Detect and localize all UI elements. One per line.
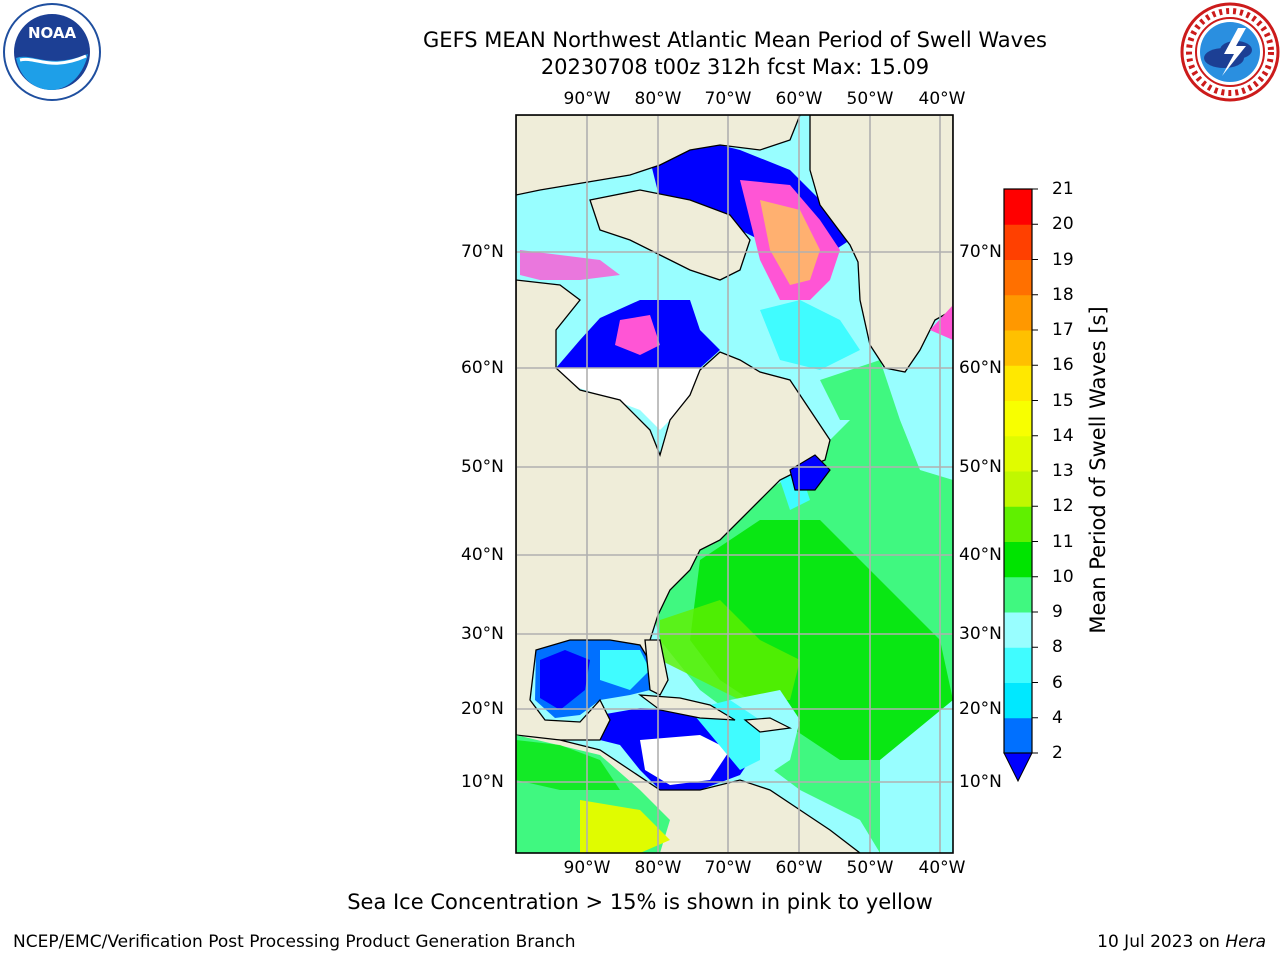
colorbar-segment — [1004, 717, 1032, 754]
colorbar-segment — [1004, 576, 1032, 613]
lat-tick-left: 50°N — [461, 457, 504, 477]
colorbar-level-label: 9 — [1052, 602, 1063, 622]
colorbar-segment — [1004, 189, 1032, 225]
colorbar-level-label: 20 — [1052, 214, 1074, 235]
colorbar-segment — [1004, 647, 1032, 683]
noaa-logo: NOAA — [3, 3, 101, 101]
lon-tick-bottom: 40°W — [918, 858, 966, 878]
cuba-land — [637, 694, 736, 721]
colorbar-level-label: 21 — [1052, 179, 1074, 199]
footer-credit: NCEP/EMC/Verification Post Processing Pr… — [13, 932, 576, 952]
colorbar-segment — [1004, 682, 1032, 719]
colorbar-title: Mean Period of Swell Waves [s] — [1086, 306, 1110, 634]
lat-tick-left: 70°N — [461, 242, 504, 262]
colorbar-segment — [1004, 506, 1032, 542]
lat-tick-left: 40°N — [461, 545, 504, 565]
lat-tick-right: 50°N — [959, 457, 1002, 477]
colorbar-level-label: 17 — [1052, 320, 1074, 340]
colorbar-level-label: 11 — [1052, 531, 1074, 552]
colorbar-level-label: 14 — [1052, 425, 1074, 446]
lon-tick-bottom: 60°W — [775, 858, 823, 878]
colorbar-level-label: 16 — [1052, 355, 1074, 376]
north-america-land — [516, 279, 831, 741]
lon-tick-top: 40°W — [918, 89, 966, 109]
colorbar-level-label: 2 — [1052, 743, 1063, 763]
caption-text: Sea Ice Concentration > 15% is shown in … — [347, 890, 933, 914]
lat-tick-right: 70°N — [959, 242, 1002, 262]
colorbar — [1003, 188, 1038, 783]
map-title: GEFS MEAN Northwest Atlantic Mean Period… — [423, 28, 1047, 52]
footer-date-text: 10 Jul 2023 on — [1097, 932, 1226, 952]
map-subtitle: 20230708 t00z 312h fcst Max: 15.09 — [540, 55, 930, 79]
colorbar-level-label: 8 — [1052, 637, 1063, 658]
colorbar-level-label: 4 — [1052, 707, 1063, 728]
colorbar-level-label: 6 — [1052, 672, 1063, 693]
footer-date: 10 Jul 2023 on Hera — [1097, 932, 1266, 952]
lon-tick-bottom: 70°W — [704, 858, 752, 878]
colorbar-segment — [1004, 612, 1032, 648]
colorbar-segment — [1004, 259, 1032, 296]
caption: Sea Ice Concentration > 15% is shown in … — [0, 890, 1280, 914]
lon-tick-bottom: 80°W — [634, 858, 682, 878]
colorbar-level-label: 15 — [1052, 390, 1074, 411]
lon-tick-bottom: 90°W — [563, 858, 611, 878]
lon-tick-bottom: 50°W — [846, 858, 894, 878]
nws-logo — [1180, 2, 1280, 102]
colorbar-segment — [1004, 541, 1032, 578]
colorbar-segment — [1004, 435, 1032, 472]
colorbar-segment — [1004, 294, 1032, 331]
colorbar-segment — [1004, 365, 1032, 401]
svg-text:NOAA: NOAA — [28, 24, 77, 42]
colorbar-level-label: 10 — [1052, 566, 1074, 587]
colorbar-level-label: 19 — [1052, 249, 1074, 270]
footer-host: Hera — [1225, 932, 1266, 952]
colorbar-level-label: 13 — [1052, 461, 1074, 481]
lat-tick-left: 60°N — [461, 358, 504, 378]
lat-tick-left: 30°N — [461, 624, 504, 644]
lon-tick-top: 80°W — [634, 89, 682, 109]
colorbar-segment — [1004, 224, 1032, 260]
lat-tick-left: 20°N — [461, 699, 504, 719]
lat-tick-right: 20°N — [959, 699, 1002, 719]
lat-tick-right: 10°N — [959, 772, 1002, 792]
lon-tick-top: 70°W — [704, 89, 752, 109]
swell-zone-6-8 — [760, 300, 860, 370]
baffin-island-land — [589, 189, 751, 281]
lon-tick-top: 60°W — [775, 89, 823, 109]
newfoundland-zone — [789, 454, 831, 491]
colorbar-level-label: 18 — [1052, 284, 1074, 305]
lon-tick-top: 50°W — [846, 89, 894, 109]
map-frame — [515, 114, 954, 854]
lat-tick-right: 60°N — [959, 358, 1002, 378]
colorbar-segment — [1004, 330, 1032, 366]
colorbar-level-label: 12 — [1052, 496, 1074, 517]
lat-tick-right: 40°N — [959, 545, 1002, 565]
colorbar-segment — [1004, 471, 1032, 507]
colorbar-segment — [1004, 400, 1032, 437]
lat-tick-right: 30°N — [959, 624, 1002, 644]
lon-tick-top: 90°W — [563, 89, 611, 109]
lat-tick-left: 10°N — [461, 772, 504, 792]
graticule — [516, 115, 953, 853]
colorbar-extend-arrow — [1003, 752, 1033, 783]
